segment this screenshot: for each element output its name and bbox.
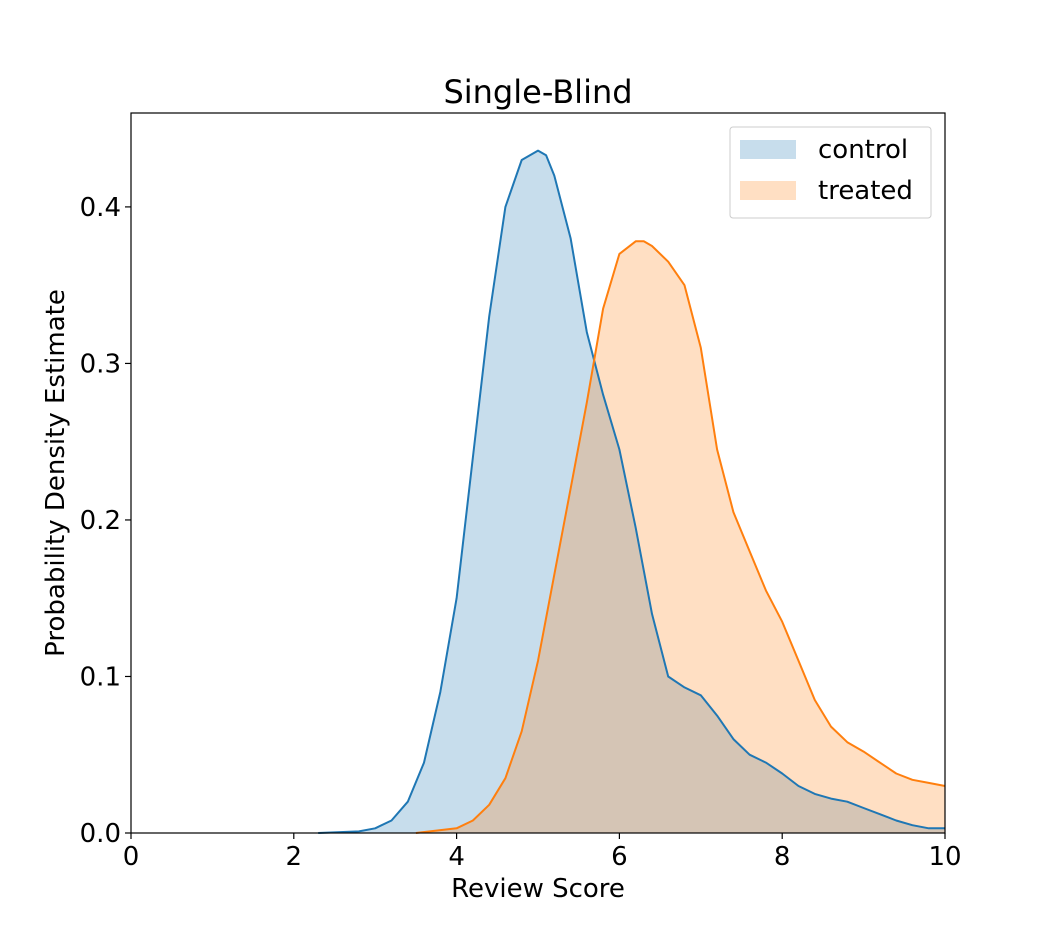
series-area-treated (415, 241, 945, 834)
x-axis-label: Review Score (451, 874, 625, 904)
legend-swatch-treated (740, 181, 796, 200)
y-tick-label: 0.3 (80, 349, 121, 379)
x-axis: 0 2 4 6 8 10 (123, 833, 962, 872)
x-tick-label: 4 (448, 842, 465, 872)
series-area-control (318, 150, 945, 834)
legend-label-treated: treated (818, 176, 913, 206)
y-tick-label: 0.2 (80, 506, 121, 536)
legend-label-control: control (818, 135, 908, 165)
y-tick-label: 0.1 (80, 662, 121, 692)
y-axis-label: Probability Density Estimate (41, 289, 71, 657)
plot-frame (130, 112, 946, 834)
legend-swatch-control (740, 140, 796, 159)
x-tick-label: 10 (928, 842, 961, 872)
series-line-treated (415, 240, 946, 834)
series-line-control (318, 149, 945, 834)
plot-area (318, 149, 946, 834)
x-tick-label: 0 (123, 842, 140, 872)
y-axis: 0.0 0.1 0.2 0.3 0.4 (80, 193, 131, 849)
x-tick-label: 2 (286, 842, 303, 872)
legend-box (729, 126, 932, 219)
chart-title: Single-Blind (443, 73, 632, 111)
legend: control treated (729, 126, 932, 219)
y-tick-label: 0.0 (80, 819, 121, 849)
x-tick-label: 6 (611, 842, 628, 872)
x-tick-label: 8 (774, 842, 791, 872)
y-tick-label: 0.4 (80, 193, 121, 223)
